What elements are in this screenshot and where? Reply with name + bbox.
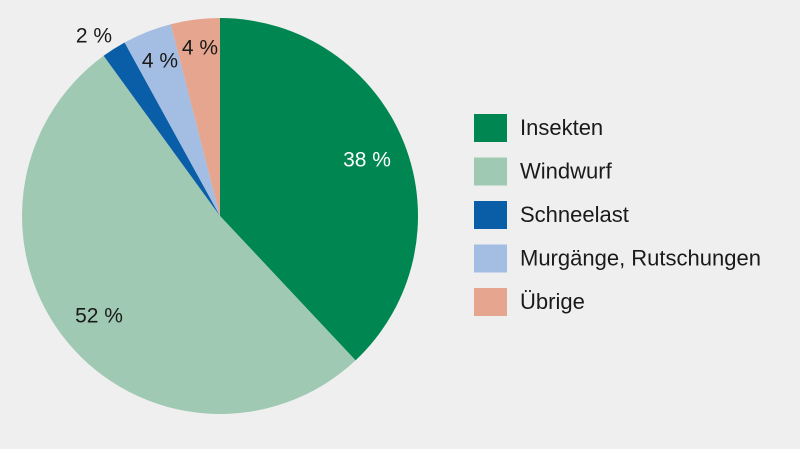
slice-label-windwurf: 52 % bbox=[75, 305, 123, 328]
pie-slice-schneelast bbox=[103, 42, 220, 216]
legend-swatch bbox=[474, 157, 507, 186]
legend-swatch bbox=[474, 244, 507, 273]
legend-label: Windwurf bbox=[520, 158, 613, 183]
legend-item-schneelast: Schneelast bbox=[474, 201, 629, 229]
slice-label-murgaenge-rutschungen: 4 % bbox=[142, 50, 178, 73]
legend-item-insekten: Insekten bbox=[474, 114, 603, 142]
pie-slice-insekten bbox=[220, 18, 419, 361]
legend-swatch bbox=[474, 114, 507, 142]
legend-item-murgaenge-rutschungen: Murgänge, Rutschungen bbox=[474, 244, 761, 273]
pie-slice-windwurf bbox=[22, 55, 356, 414]
legend-item-windwurf: Windwurf bbox=[474, 157, 613, 186]
pie-slices bbox=[22, 18, 419, 414]
legend-label: Insekten bbox=[520, 115, 603, 140]
pie-labels: 38 % 52 % 2 % 4 %4 % bbox=[75, 25, 391, 328]
pie-slice-uebrige bbox=[170, 18, 220, 216]
legend-label: Übrige bbox=[520, 289, 585, 314]
legend-label: Murgänge, Rutschungen bbox=[520, 245, 761, 270]
slice-label-schneelast: 2 % bbox=[76, 25, 112, 48]
legend-swatch bbox=[474, 288, 507, 316]
legend-item-uebrige: Übrige bbox=[474, 288, 585, 316]
slice-label-insekten: 38 % bbox=[343, 149, 391, 172]
pie-slice-murgaenge-rutschungen bbox=[124, 24, 220, 216]
legend-label: Schneelast bbox=[520, 202, 629, 227]
legend: Insekten Windwurf Schneelast Murgänge, Ruts… bbox=[474, 114, 761, 316]
legend-swatch bbox=[474, 201, 507, 229]
slice-label-uebrige: 4 % bbox=[182, 37, 218, 60]
